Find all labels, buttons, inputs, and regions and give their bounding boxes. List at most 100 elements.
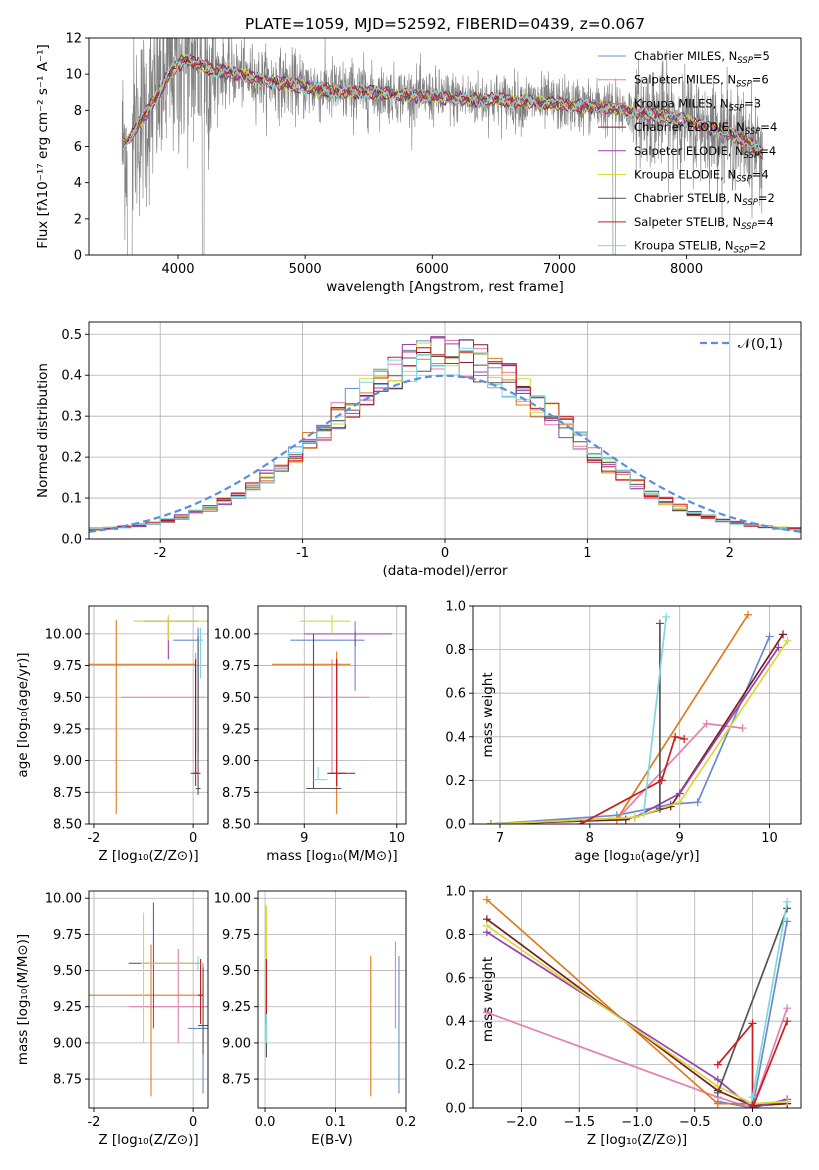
observed-spectrum — [121, 38, 763, 255]
x-tick-label: −0.5 — [679, 1115, 711, 1130]
x-axis-label: Z [log₁₀(Z/Z⊙)] — [98, 1132, 198, 1148]
x-axis-label: (data-model)/error — [382, 563, 508, 579]
mass-weight-marker — [702, 719, 711, 728]
mass-weight-marker — [482, 1008, 491, 1017]
mass-weight-marker — [630, 813, 639, 822]
axes-frame — [472, 890, 802, 1109]
plot-area — [482, 895, 792, 1108]
legend-entry-6: Kroupa ELODIE, NSSP=4 — [634, 168, 769, 185]
legend-entry-4: Chabrier ELODIE, NSSP=4 — [634, 120, 777, 137]
y-tick-label: 0.4 — [61, 369, 82, 384]
mass-weight-marker — [748, 1019, 757, 1028]
mass-weight-marker — [738, 724, 747, 733]
mass-weight-series-2 — [486, 1007, 788, 1108]
x-tick-label: −2.0 — [506, 1115, 538, 1130]
mass-weight-marker — [482, 921, 491, 930]
y-tick-label: 0.8 — [445, 643, 466, 658]
mass-weight-marker — [639, 809, 648, 818]
y-tick-label: 10.00 — [45, 627, 82, 642]
chart-title: PLATE=1059, MJD=52592, FIBERID=0439, z=0… — [245, 15, 645, 33]
x-tick-label: 8 — [586, 831, 594, 846]
y-tick-label: 9.00 — [222, 754, 251, 769]
x-tick-label: 8000 — [670, 262, 703, 277]
errorbar-8 — [190, 760, 201, 786]
x-axis-label: age [log₁₀(age/yr)] — [574, 848, 699, 864]
errorbar-8 — [332, 659, 356, 786]
x-tick-label: 6000 — [416, 262, 449, 277]
mass-weight-series-6 — [490, 640, 789, 824]
panel-residuals: -2 -1 0 1 2 0.0 0.1 0.2 0.3 0.4 0.5 (data-model)/er… — [35, 321, 802, 579]
errorbar-5 — [128, 902, 199, 1029]
mass-weight-marker — [713, 1099, 722, 1108]
mass-weight-series-4 — [486, 918, 788, 1107]
plot-area — [121, 38, 764, 255]
errorbar-7 — [195, 636, 201, 795]
errorbar-9 — [198, 627, 204, 679]
y-axis-label: mass weight — [480, 957, 496, 1042]
legend-entry-normal: 𝒩(0,1) — [738, 336, 783, 352]
axes-frame — [472, 605, 802, 825]
panel-age-vs-Z: -2 0 8.50 8.75 9.00 9.25 9.50 9.75 10.00 Z [log₁₀… — [15, 605, 209, 864]
y-tick-label: 0.4 — [445, 1015, 466, 1030]
y-axis-label: mass [log₁₀(M/M⊙)] — [15, 934, 31, 1065]
y-tick-label: 12 — [65, 32, 82, 47]
y-tick-label: 9.50 — [53, 964, 82, 979]
x-tick-label: 0.0 — [255, 1115, 276, 1130]
x-axis-label: Z [log₁₀(Z/Z⊙)] — [587, 1132, 687, 1148]
x-tick-label: 5000 — [289, 262, 322, 277]
mass-weight-marker — [783, 1004, 792, 1013]
mass-weight-marker — [713, 1060, 722, 1069]
panel-mass-weight-vs-Z: −2.0 −1.5 −1.0 −0.5 0.0 0.0 0.2 0.4 0.6 0.8 1.0 Z [… — [445, 885, 802, 1148]
y-tick-label: 0.4 — [445, 730, 466, 745]
x-tick-label: 0.1 — [325, 1115, 346, 1130]
y-tick-label: 10.00 — [214, 627, 251, 642]
mass-weight-series-5 — [490, 646, 780, 824]
y-tick-label: 0.6 — [445, 971, 466, 986]
plot-area — [89, 902, 208, 1097]
y-tick-label: 8.75 — [222, 1073, 251, 1088]
y-tick-label: 0 — [74, 249, 82, 264]
x-tick-label: 0.0 — [742, 1115, 763, 1130]
mass-weight-marker — [671, 732, 680, 741]
errorbar-1 — [290, 621, 365, 691]
x-tick-label: 9 — [676, 831, 684, 846]
y-tick-label: 0.2 — [445, 1058, 466, 1073]
y-tick-label: 10.00 — [45, 892, 82, 907]
x-tick-label: 7000 — [543, 262, 576, 277]
y-tick-label: 0.0 — [445, 818, 466, 833]
x-tick-label: 10 — [388, 831, 405, 846]
normal-reference-curve — [89, 374, 801, 533]
mass-weight-marker — [486, 820, 495, 824]
panel-spectrum: 4000 5000 6000 7000 8000 0 2 4 6 8 10 12 wavelength … — [35, 15, 802, 295]
mass-weight-marker — [779, 630, 788, 639]
legend-entry-7: Chabrier STELIB, NSSP=2 — [634, 191, 775, 208]
plot-area — [89, 336, 801, 533]
y-tick-label: 8.75 — [53, 786, 82, 801]
errorbar-3 — [89, 944, 201, 1097]
y-tick-label: 8.50 — [53, 818, 82, 833]
plot-area — [89, 614, 208, 814]
mass-weight-series-8 — [580, 735, 685, 824]
mass-weight-marker — [748, 1093, 757, 1102]
y-tick-label: 9.75 — [53, 928, 82, 943]
axes-frame — [88, 37, 802, 256]
y-tick-label: 0.6 — [445, 687, 466, 702]
y-tick-label: 8.75 — [53, 1073, 82, 1088]
errorbar-8 — [198, 958, 204, 1025]
y-tick-label: 9.25 — [222, 1000, 251, 1015]
y-tick-label: 9.00 — [53, 754, 82, 769]
y-tick-label: 0.0 — [445, 1102, 466, 1117]
axes-frame — [88, 890, 209, 1109]
mass-weight-marker — [675, 789, 684, 798]
y-tick-label: 8.75 — [222, 786, 251, 801]
mass-weight-series-6 — [486, 925, 788, 1105]
errorbar-9 — [195, 956, 201, 971]
y-tick-label: 9.00 — [53, 1036, 82, 1051]
mass-weight-series-8 — [717, 1020, 788, 1108]
mass-weight-series-2 — [490, 722, 743, 824]
legend-entry-9: Kroupa STELIB, NSSP=2 — [634, 239, 766, 256]
panel-mass-weight-vs-age: 7 8 9 10 0.0 0.2 0.4 0.6 0.8 1.0 age [log₁₀(age/yr… — [445, 600, 802, 864]
y-tick-label: 0.5 — [61, 328, 82, 343]
panel-age-vs-mass: 9 10 8.50 8.75 9.00 9.25 9.50 9.75 10.00 mass [lo… — [214, 605, 407, 864]
